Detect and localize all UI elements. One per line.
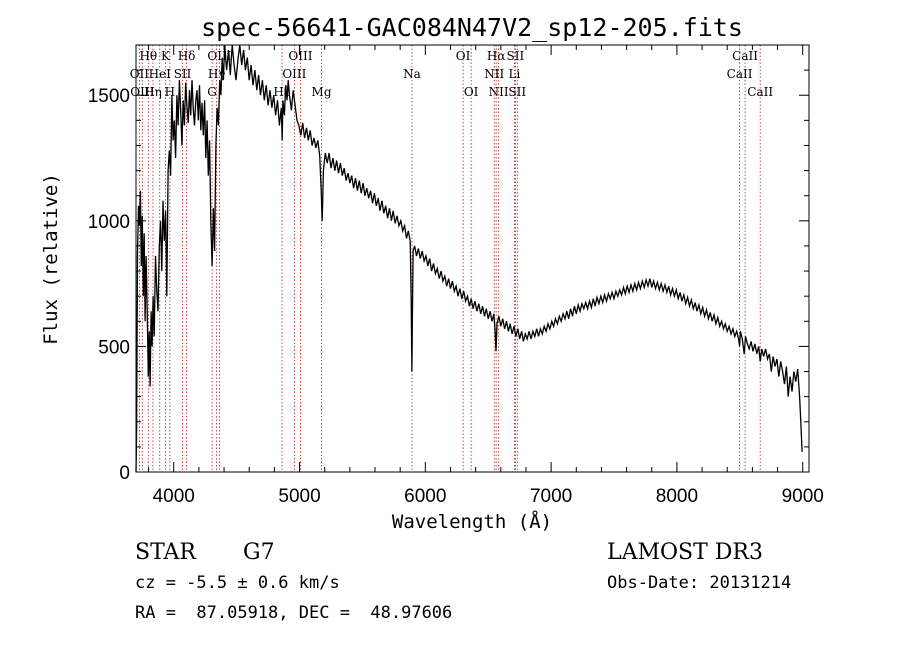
- y-tick-label: 500: [98, 337, 130, 358]
- y-axis-label: Flux (relative): [40, 173, 62, 345]
- line-label: OIII: [282, 67, 306, 81]
- observation-date: Obs-Date: 20131214: [607, 573, 792, 593]
- line-label: SII: [174, 67, 192, 81]
- line-label: Li: [508, 67, 520, 81]
- line-label: CaII: [727, 67, 753, 81]
- line-label: Hα: [487, 49, 506, 63]
- flux-line: [135, 44, 803, 473]
- y-tick-label: 0: [119, 463, 130, 484]
- y-tick-label: 1000: [88, 212, 130, 233]
- x-tick-label: 6000: [404, 486, 446, 507]
- flux-series: [135, 44, 803, 473]
- spectral-subclass: G7: [243, 540, 275, 565]
- plot-frame: [135, 44, 810, 473]
- line-label: K: [161, 49, 171, 63]
- redshift-readout: cz = -5.5 ± 0.6 km/s: [135, 573, 340, 593]
- y-axis-ticks: 0 500 1000 1500: [88, 44, 809, 484]
- line-label: OI: [464, 85, 479, 99]
- x-axis-ticks: 4000 5000 6000 7000 8000 9000: [148, 45, 824, 507]
- x-tick-label: 8000: [656, 486, 698, 507]
- x-tick-label: 9000: [782, 486, 824, 507]
- line-label: HeI: [149, 67, 172, 81]
- line-label: Hδ: [178, 49, 196, 63]
- line-label: NII: [484, 67, 504, 81]
- line-label: Mg: [312, 85, 332, 99]
- x-axis-label: Wavelength (Å): [392, 510, 552, 533]
- survey-name: LAMOST DR3: [607, 540, 763, 565]
- line-label: CaII: [732, 49, 758, 63]
- line-label: SII: [508, 85, 526, 99]
- line-label: OII: [130, 67, 150, 81]
- coordinates-readout: RA = 87.05918, DEC = 48.97606: [135, 603, 453, 623]
- line-label: OI: [456, 49, 471, 63]
- x-tick-label: 5000: [278, 486, 320, 507]
- line-label: OIII: [288, 49, 312, 63]
- line-label: NII: [489, 85, 509, 99]
- x-tick-label: 4000: [153, 486, 195, 507]
- chart-title: spec-56641-GAC084N47V2_sp12-205.fits: [201, 13, 743, 42]
- line-label: CaII: [747, 85, 773, 99]
- line-label: Hη: [144, 85, 162, 99]
- y-tick-label: 1500: [88, 86, 130, 107]
- line-label: Hθ: [139, 49, 157, 63]
- line-label: G: [207, 85, 217, 99]
- x-tick-label: 7000: [530, 486, 572, 507]
- line-label: H: [165, 85, 175, 99]
- line-label: SII: [507, 49, 525, 63]
- line-label: Na: [403, 67, 421, 81]
- emission-line-markers: [138, 45, 761, 472]
- object-class: STAR: [135, 540, 196, 565]
